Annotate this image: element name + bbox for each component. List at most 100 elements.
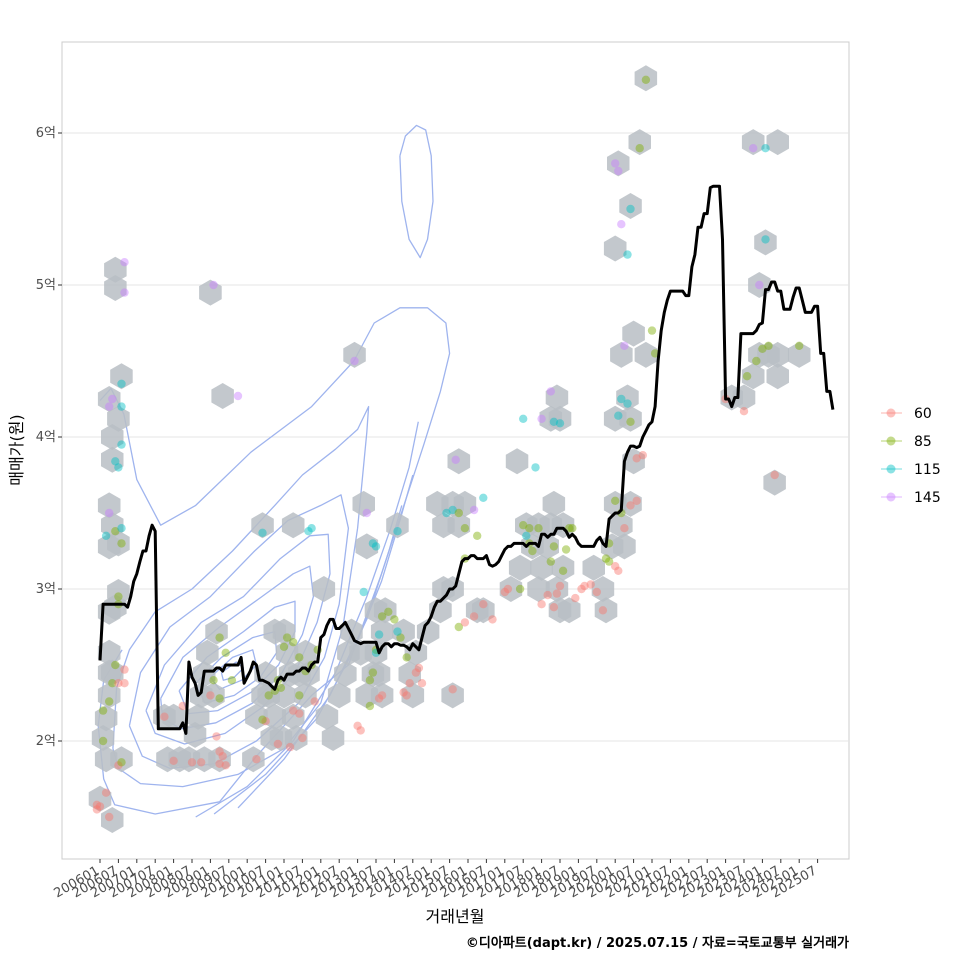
hexbin-cell [536, 533, 559, 560]
scatter-point [525, 524, 534, 533]
scatter-point [114, 679, 123, 688]
scatter-point [598, 606, 608, 615]
hexbin-cell [107, 405, 130, 432]
hexbin-cell [398, 661, 421, 688]
hexbin-cell [334, 661, 357, 688]
scatter-point [108, 394, 117, 404]
scatter-point [393, 527, 402, 536]
scatter-point [614, 411, 623, 420]
hexbin-cell [97, 386, 121, 412]
hexbin-cell [545, 384, 569, 411]
scatter-point [111, 457, 120, 466]
hexbin-cell [321, 725, 345, 751]
scatter-point [638, 451, 647, 460]
scatter-point [647, 326, 657, 335]
hexbin-cell [603, 235, 627, 262]
scatter-point [197, 758, 206, 767]
caption: ©디아파트(dapt.kr) / 2025.07.15 / 자료=국토교통부 실… [466, 935, 849, 951]
scatter-point [377, 691, 387, 700]
scatter-point [289, 638, 298, 647]
scatter-point [614, 566, 623, 575]
legend-item: 145 [881, 490, 941, 506]
scatter-point [120, 679, 129, 688]
scatter-point [758, 344, 767, 353]
hexbin-cell [205, 618, 228, 645]
scatter-point [117, 758, 126, 767]
hexbin-cell [754, 229, 777, 256]
scatter-point [92, 800, 102, 809]
scatter-point [117, 539, 126, 548]
scatter-point [92, 805, 102, 814]
scatter-point [451, 455, 460, 464]
hexbin-cell [352, 490, 375, 517]
hexbin-cell [557, 597, 581, 624]
scatter-point [448, 685, 457, 694]
scatter-point [359, 587, 368, 597]
scatter-point [623, 250, 632, 259]
scatter-point [98, 736, 108, 746]
hexbin-cell [634, 65, 658, 92]
scatter-point [488, 615, 497, 624]
hexbin-cell [107, 530, 130, 557]
scatter-point [221, 761, 230, 770]
scatter-point [460, 524, 470, 533]
hexbin-cell [272, 618, 296, 645]
scatter-point [561, 545, 571, 554]
hexbin-cell [545, 576, 569, 602]
hexbin-cell [619, 405, 642, 432]
scatter-point [580, 581, 589, 591]
scatter-point [626, 417, 635, 426]
scatter-point [549, 542, 559, 551]
scatter-point [215, 633, 224, 642]
scatter-point [626, 204, 635, 214]
hexbin-cell [594, 597, 618, 624]
scatter-point [614, 166, 623, 176]
hexbin-cell [607, 150, 630, 177]
hexbin-cell [582, 554, 605, 581]
scatter-point [120, 288, 129, 297]
scatter-point [577, 584, 586, 594]
hexbin-cell [766, 129, 789, 156]
scatter-point [592, 587, 601, 597]
hexbin-cell [766, 341, 789, 368]
density-contour [112, 405, 370, 788]
scatter-point [160, 712, 169, 721]
scatter-point [101, 531, 111, 540]
hexbin-cell [208, 746, 231, 773]
scatter-point [623, 399, 632, 408]
scatter-point [601, 554, 611, 563]
hexbin-cell [386, 512, 409, 539]
scatter-point [120, 258, 129, 267]
scatter-point [755, 280, 764, 290]
hexbin-cell [447, 448, 471, 475]
scatter-point [528, 546, 537, 556]
hexbin-cell [91, 725, 115, 751]
hexbin-cell [107, 579, 130, 605]
scatter-point [276, 683, 286, 692]
scatter-point [215, 747, 224, 756]
hexbin-cell [634, 341, 658, 368]
legend-label: 85 [914, 434, 932, 450]
trend-line [98, 184, 835, 735]
hexbin-cell [101, 446, 124, 473]
hexbin-cell [285, 725, 308, 751]
hexbin-cell [508, 554, 532, 581]
scatter-point [519, 414, 528, 423]
scatter-points [92, 75, 804, 822]
scatter-point [252, 755, 261, 764]
scatter-point [641, 75, 651, 85]
scatter-point [555, 419, 565, 428]
scatter-point [114, 463, 123, 472]
scatter-point [371, 542, 381, 551]
scatter-point [215, 759, 224, 768]
legend-key-point [886, 408, 896, 418]
hexbin-cell [281, 703, 305, 730]
x-axis-ticks: 2006012006072007012007072008012008072009… [52, 859, 820, 901]
scatter-point [384, 607, 393, 616]
hexbin-cell [211, 383, 234, 409]
scatter-point [209, 676, 218, 685]
hexbin-cell [343, 341, 366, 368]
scatter-point [534, 524, 543, 533]
scatter-point [620, 341, 629, 350]
